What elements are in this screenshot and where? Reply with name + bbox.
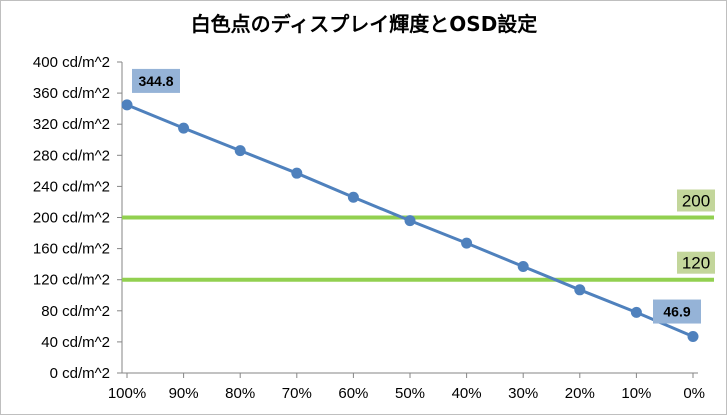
data-point: [574, 284, 586, 296]
reference-label: 200: [682, 192, 710, 211]
y-tick-label: 160 cd/m^2: [33, 241, 110, 258]
y-tick-label: 240 cd/m^2: [33, 178, 110, 195]
data-point: [121, 99, 133, 111]
y-tick-label: 80 cd/m^2: [41, 303, 110, 320]
x-tick-label: 100%: [108, 385, 146, 402]
x-tick-label: 90%: [169, 385, 199, 402]
x-tick-label: 10%: [621, 385, 651, 402]
reference-label-box: [677, 189, 715, 212]
data-label: 344.8: [138, 73, 173, 89]
y-tick-label: 120 cd/m^2: [33, 272, 110, 289]
data-label-box: [132, 68, 180, 93]
data-labels: 344.8 46.9: [132, 68, 701, 324]
series-group: [121, 99, 699, 343]
x-tick-label: 50%: [395, 385, 425, 402]
data-point: [178, 122, 190, 134]
data-point: [291, 167, 303, 179]
reference-lines: 200 120: [122, 189, 715, 282]
data-point: [687, 331, 699, 343]
x-axis: 100% 90% 80% 70% 60% 50% 40% 30% 20% 10% 0%: [108, 372, 705, 402]
x-tick-label: 80%: [225, 385, 255, 402]
data-point: [461, 237, 473, 249]
data-label: 46.9: [663, 304, 690, 320]
data-point: [347, 191, 359, 203]
y-tick-label: 40 cd/m^2: [41, 334, 110, 351]
data-point: [234, 145, 246, 157]
x-tick-label: 40%: [452, 385, 482, 402]
x-tick-label: 60%: [338, 385, 368, 402]
data-point: [517, 260, 529, 272]
y-tick-label: 400 cd/m^2: [33, 54, 110, 71]
y-axis: 0 cd/m^2 40 cd/m^2 80 cd/m^2 120 cd/m^2 160 …: [33, 54, 123, 382]
x-tick-label: 0%: [683, 385, 705, 402]
data-label-box: [653, 299, 701, 324]
x-tick-label: 70%: [282, 385, 312, 402]
reference-label: 120: [682, 254, 710, 273]
y-tick-label: 280 cd/m^2: [33, 147, 110, 164]
chart-title: 白色点のディスプレイ輝度とOSD設定: [191, 12, 538, 36]
y-tick-label: 320 cd/m^2: [33, 116, 110, 133]
data-point: [630, 306, 642, 318]
y-tick-label: 360 cd/m^2: [33, 85, 110, 102]
data-point: [404, 215, 416, 227]
x-tick-label: 20%: [565, 385, 595, 402]
reference-label-box: [677, 251, 715, 274]
y-tick-label: 200 cd/m^2: [33, 210, 110, 227]
x-tick-label: 30%: [508, 385, 538, 402]
y-tick-label: 0 cd/m^2: [50, 365, 110, 382]
